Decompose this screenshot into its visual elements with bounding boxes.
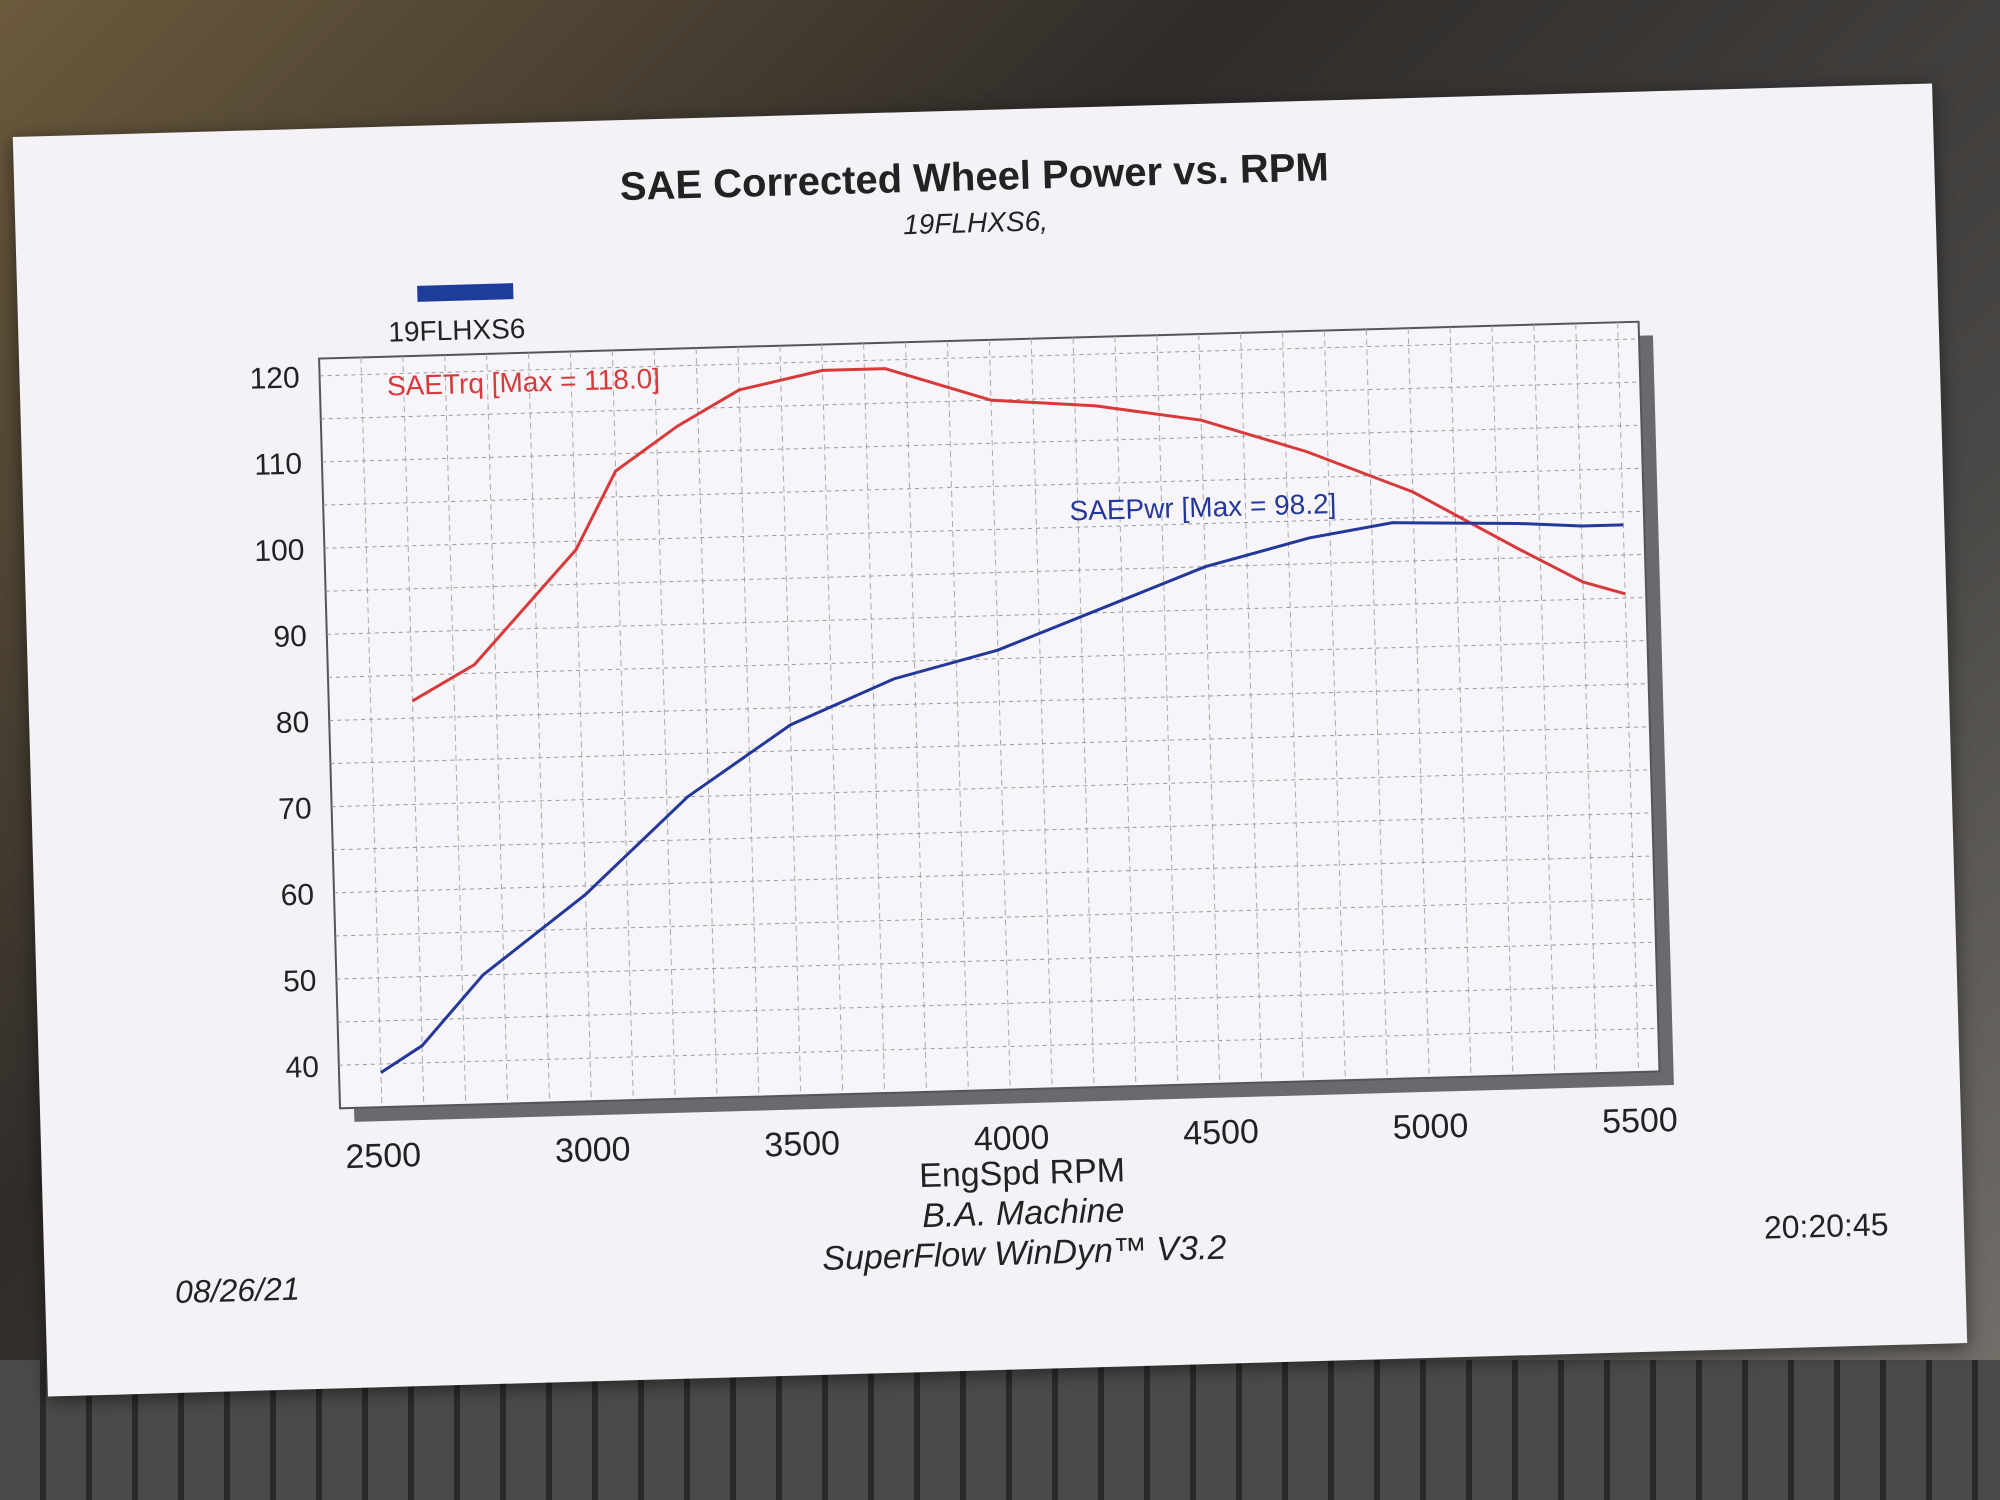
y-tick-label: 100 bbox=[254, 534, 305, 568]
grid-line-vertical bbox=[821, 344, 844, 1095]
y-tick-label: 60 bbox=[280, 878, 314, 912]
grid-line-vertical bbox=[1533, 324, 1556, 1075]
series-line-torque bbox=[411, 367, 1626, 703]
grid-line-horizontal bbox=[319, 338, 1640, 377]
grid-line-vertical bbox=[1282, 331, 1304, 1082]
grid-line-horizontal bbox=[336, 941, 1656, 980]
grid-line-vertical bbox=[863, 343, 886, 1094]
grid-line-vertical bbox=[1114, 336, 1137, 1087]
grid-line-vertical bbox=[1575, 323, 1598, 1074]
y-tick-label: 40 bbox=[285, 1051, 319, 1085]
x-tick-label: 2500 bbox=[345, 1136, 422, 1176]
grid-line-vertical bbox=[653, 349, 676, 1099]
grid-line-horizontal bbox=[326, 596, 1647, 635]
grid-line-vertical bbox=[1323, 330, 1346, 1081]
grid-line-vertical bbox=[1198, 333, 1221, 1084]
grid-line-vertical bbox=[444, 355, 467, 1105]
chart-title: SAE Corrected Wheel Power vs. RPM bbox=[619, 145, 1329, 209]
x-tick-label: 3000 bbox=[554, 1130, 631, 1170]
grid-line-vertical bbox=[1030, 338, 1053, 1089]
print-time: 20:20:45 bbox=[1763, 1206, 1889, 1245]
grid-line-vertical bbox=[988, 339, 1011, 1090]
grid-line-horizontal bbox=[332, 812, 1653, 851]
legend-swatch bbox=[417, 283, 514, 302]
grid-line-vertical bbox=[528, 352, 550, 1103]
grid-line-horizontal bbox=[338, 1027, 1659, 1066]
y-tick-label: 70 bbox=[278, 792, 312, 826]
grid-line-horizontal bbox=[329, 683, 1649, 722]
y-tick-label: 110 bbox=[254, 448, 303, 482]
series-label-power: SAEPwr [Max = 98.2] bbox=[1069, 488, 1337, 526]
x-tick-label: 5500 bbox=[1602, 1101, 1679, 1141]
grid-line-horizontal bbox=[327, 640, 1648, 678]
y-tick-label: 90 bbox=[273, 620, 307, 654]
grid-line-vertical bbox=[737, 346, 760, 1097]
x-tick-label: 4000 bbox=[973, 1119, 1050, 1159]
y-tick-label: 80 bbox=[275, 706, 309, 740]
grid-line-vertical bbox=[611, 350, 634, 1101]
grid-line-vertical bbox=[695, 348, 718, 1098]
grid-line-horizontal bbox=[324, 510, 1644, 549]
grid-line-vertical bbox=[569, 351, 592, 1102]
x-tick-label: 4500 bbox=[1183, 1113, 1260, 1153]
grid-line-vertical bbox=[486, 353, 509, 1104]
grid-line-vertical bbox=[402, 356, 425, 1106]
grid-line-vertical bbox=[1072, 337, 1095, 1088]
grid-line-vertical bbox=[1491, 325, 1514, 1076]
grid-line-vertical bbox=[1156, 335, 1179, 1085]
grid-line-horizontal bbox=[330, 726, 1650, 765]
grid-line-vertical bbox=[1407, 328, 1430, 1078]
grid-line-horizontal bbox=[331, 769, 1652, 808]
dyno-chart: SAE Corrected Wheel Power vs. RPM 19FLHX… bbox=[175, 145, 1889, 1310]
x-tick-label: 3500 bbox=[764, 1124, 841, 1164]
y-tick-label: 120 bbox=[249, 361, 300, 395]
grid-line-horizontal bbox=[323, 467, 1643, 506]
grid-line-vertical bbox=[905, 342, 927, 1092]
series-label-torque: SAETrq [Max = 118.0] bbox=[386, 363, 660, 402]
grid-line-vertical bbox=[779, 345, 802, 1096]
grid-line-horizontal bbox=[320, 381, 1641, 420]
grid-line-vertical bbox=[1240, 332, 1263, 1083]
grid-line-horizontal bbox=[335, 898, 1655, 937]
x-tick-label: 5000 bbox=[1392, 1107, 1469, 1147]
company-name: B.A. Machine bbox=[922, 1191, 1125, 1235]
grid-line-vertical bbox=[946, 341, 969, 1091]
grid-line-vertical bbox=[1617, 322, 1640, 1073]
plot-area bbox=[318, 320, 1661, 1110]
software-version: SuperFlow WinDyn™ V3.2 bbox=[822, 1229, 1227, 1278]
grid-line-horizontal bbox=[337, 984, 1658, 1023]
chart-subtitle: 19FLHXS6, bbox=[903, 205, 1049, 240]
grid-line-vertical bbox=[360, 357, 383, 1108]
x-axis-label: EngSpd RPM bbox=[919, 1151, 1126, 1195]
grid-line-vertical bbox=[1365, 329, 1388, 1080]
grid-line-horizontal bbox=[321, 424, 1642, 463]
y-tick-label: 50 bbox=[283, 965, 317, 999]
grid-line-horizontal bbox=[333, 855, 1654, 894]
print-date: 08/26/21 bbox=[175, 1270, 301, 1309]
legend-label: 19FLHXS6 bbox=[388, 313, 526, 348]
dyno-printout: SAE Corrected Wheel Power vs. RPM 19FLHX… bbox=[12, 83, 1968, 1397]
grid-line-vertical bbox=[1449, 326, 1472, 1077]
